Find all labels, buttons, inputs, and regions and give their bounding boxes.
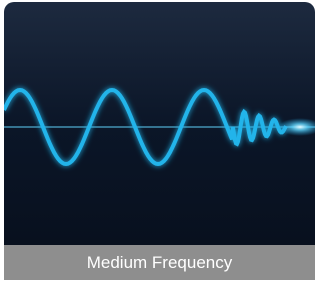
page: Medium Frequency (() => { const data = J…	[0, 0, 319, 282]
caption: Medium Frequency	[4, 245, 315, 280]
background	[4, 2, 315, 245]
card: Medium Frequency	[4, 2, 315, 280]
wave-image	[4, 2, 315, 245]
